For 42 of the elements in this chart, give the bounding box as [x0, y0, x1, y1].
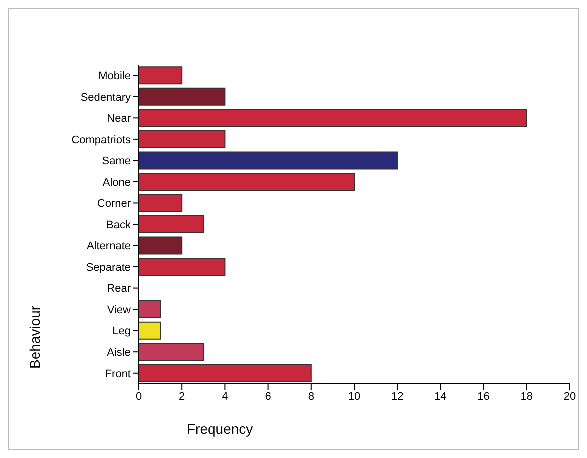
y-tick-label: Sedentary [80, 92, 132, 104]
bar [139, 66, 183, 85]
bar [139, 215, 204, 234]
bar [139, 88, 226, 106]
y-tick-label: Corner [97, 198, 132, 210]
bar [139, 109, 528, 128]
y-tick-label: Aisle [107, 347, 131, 360]
y-tick-label: Alone [102, 176, 131, 189]
y-tick-label: View [107, 304, 132, 316]
x-tick-label: 16 [478, 390, 490, 403]
x-tick-label: 14 [434, 390, 447, 403]
y-tick-label: Separate [86, 262, 131, 274]
bar [139, 194, 183, 212]
y-tick-label: Same [102, 156, 131, 168]
bar [139, 258, 226, 276]
bar [139, 130, 226, 148]
y-tick-label: Rear [107, 283, 132, 296]
y-axis-title: Behaviour [27, 306, 43, 369]
bar [139, 152, 398, 170]
bar [139, 343, 204, 362]
x-tick-label: 12 [391, 390, 404, 403]
x-axis-title: Frequency [187, 421, 254, 437]
x-tick-label: 6 [265, 390, 272, 403]
x-tick-label: 8 [308, 390, 314, 403]
y-tick-label: Back [106, 219, 132, 232]
x-tick-label: 4 [222, 390, 228, 403]
x-tick-label: 10 [348, 390, 361, 403]
x-tick-label: 0 [136, 390, 142, 403]
y-tick-label: Near [107, 113, 132, 126]
y-tick-label: Mobile [98, 70, 131, 83]
bar [139, 300, 162, 319]
x-tick-label: 18 [520, 390, 534, 403]
bar [139, 172, 355, 191]
x-tick-label: 20 [564, 390, 576, 403]
bar [139, 322, 162, 340]
bar [139, 364, 312, 382]
y-tick-label: Compatriots [72, 134, 132, 146]
y-tick-label: Alternate [86, 240, 131, 253]
x-tick-label: 2 [179, 390, 186, 403]
y-tick-label: Leg [112, 326, 131, 338]
bar [139, 236, 183, 255]
y-tick-label: Front [105, 368, 131, 380]
